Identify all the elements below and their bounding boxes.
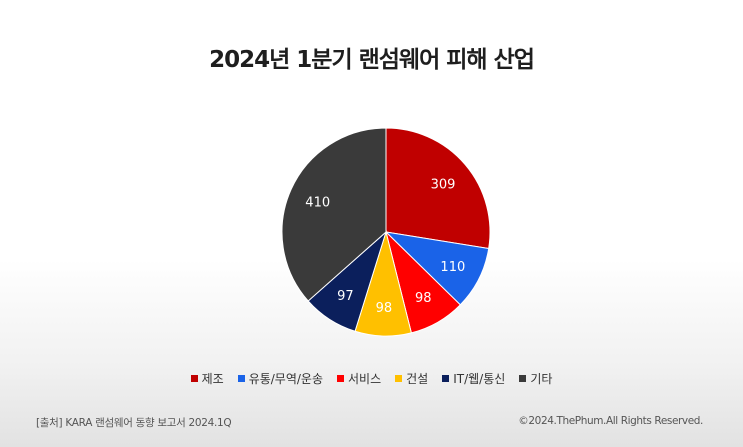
legend-item-2: 서비스 bbox=[337, 370, 381, 387]
legend-label-4: IT/웹/통신 bbox=[453, 372, 506, 386]
legend-item-3: 건설 bbox=[395, 370, 428, 387]
legend-swatch-2 bbox=[337, 375, 345, 382]
pie-slice-label-0: 309 bbox=[431, 177, 456, 192]
chart-legend: 제조 유통/무역/운송 서비스 건설 IT/웹/통신 기타 bbox=[0, 370, 743, 387]
pie-slice-0 bbox=[385, 127, 491, 250]
legend-label-3: 건설 bbox=[406, 372, 429, 386]
source-note: [출처] KARA 랜섬웨어 동향 보고서 2024.1Q bbox=[36, 417, 232, 429]
legend-item-4: IT/웹/통신 bbox=[442, 370, 505, 387]
copyright-note: ©2024.ThePhum.All Rights Reserved. bbox=[518, 415, 703, 427]
legend-label-0: 제조 bbox=[201, 372, 224, 386]
pie-slice-label-1: 110 bbox=[440, 260, 465, 275]
chart-title: 2024년 1분기 랜섬웨어 피해 산업 bbox=[209, 47, 535, 73]
legend-swatch-3 bbox=[395, 375, 403, 382]
legend-label-1: 유통/무역/운송 bbox=[248, 372, 324, 386]
legend-item-5: 기타 bbox=[519, 370, 552, 387]
pie-slice-label-3: 98 bbox=[376, 301, 393, 316]
legend-swatch-4 bbox=[442, 375, 450, 382]
pie-slice-5 bbox=[281, 127, 387, 302]
pie-slice-label-5: 410 bbox=[305, 195, 330, 210]
legend-swatch-0 bbox=[190, 375, 198, 382]
legend-label-2: 서비스 bbox=[348, 372, 382, 386]
legend-item-1: 유통/무역/운송 bbox=[237, 370, 324, 387]
legend-swatch-1 bbox=[237, 375, 245, 382]
pie-slice-label-2: 98 bbox=[415, 291, 432, 306]
legend-item-0: 제조 bbox=[190, 370, 224, 387]
pie-slice-label-4: 97 bbox=[337, 289, 354, 304]
legend-label-5: 기타 bbox=[530, 372, 553, 386]
legend-swatch-5 bbox=[519, 375, 527, 382]
